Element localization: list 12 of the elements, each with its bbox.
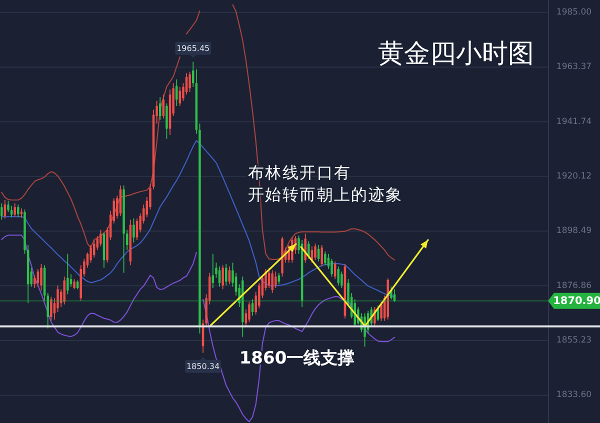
y-tick-label: 1941.74 [556,116,592,127]
y-tick-label: 1898.49 [556,226,592,236]
y-tick-label: 1963.37 [556,62,592,72]
annotation: 1850.34 [186,362,220,371]
y-tick-label: 1985.00 [556,7,592,18]
y-tick-label: 1833.60 [556,390,592,400]
annotation: 1965.45 [176,44,210,53]
y-tick-label: 1855.23 [556,336,592,346]
y-tick-label: 1920.12 [556,171,592,182]
title: 黄金四小时图 [378,39,534,69]
y-tick-label: 1876.86 [556,280,592,291]
ref-line-label: 1870.90 [553,294,600,307]
